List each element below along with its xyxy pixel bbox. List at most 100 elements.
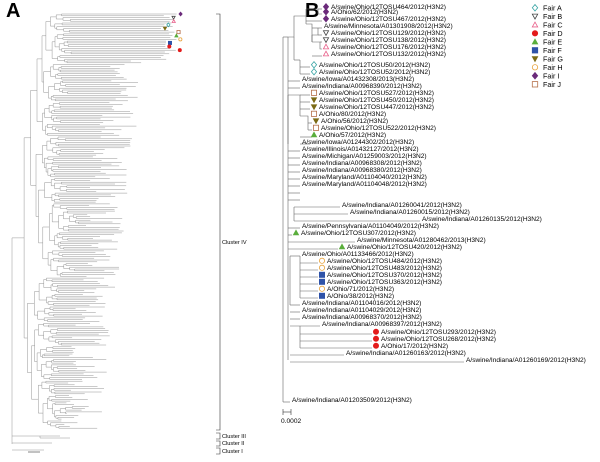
tip-label-32: A/swine/Minnesota/A01280462/2013(H3N2): [357, 237, 486, 244]
tip-marker-46: [372, 335, 379, 342]
tip-label-41: A/swine/Indiana/A01104016/2012(H3N2): [302, 300, 421, 307]
tip-22: A/swine/Michigan/A01259003/2012(H3N2): [302, 153, 427, 160]
tip-49: A/swine/Indiana/A01260169/2012(H3N2): [466, 357, 586, 364]
cluster-label-i: Cluster I: [222, 449, 243, 455]
tip-marker-18: [312, 124, 319, 131]
legend-label-3: Fair C: [543, 21, 563, 30]
tip-13: A/swine/Ohio/12TOSU527/2012(H3N2): [310, 89, 434, 97]
tip-label-42: A/swine/Indiana/A01104029/2012(H3N2): [302, 307, 421, 314]
legend-item-6: Fair F: [531, 46, 562, 55]
tip-31: A/swine/Ohio/12TOSU307/2012(H3N2): [292, 229, 416, 237]
tip-marker-2: [322, 8, 330, 16]
tip-label-6: A/swine/Ohio/12TOSU138/2012(H3N2): [331, 37, 446, 44]
tip-label-46: A/swine/Ohio/12TOSU268/2012(H3N2): [381, 336, 496, 343]
tip-32: A/swine/Minnesota/A01280462/2013(H3N2): [357, 237, 486, 244]
tip-14: A/swine/Ohio/12TOSU450/2012(H3N2): [310, 97, 434, 104]
legend-label-10: Fair J: [543, 80, 561, 89]
tip-label-27: A/swine/Indiana/A01260041/2012(H3N2): [342, 202, 462, 209]
detail-tree: [282, 8, 464, 403]
tip-label-15: A/swine/Ohio/12TOSU447/2012(H3N2): [319, 104, 434, 111]
tip-3: A/swine/Ohio/12TOSU467/2012(H3N2): [322, 15, 446, 23]
scale-bar-b: [282, 409, 292, 415]
tip-37: A/swine/Ohio/12TOSU370/2012(H3N2): [318, 271, 442, 279]
tip-50: A/swine/Indiana/A01203509/2012(H3N2): [292, 397, 412, 404]
legend-item-5: Fair E: [531, 38, 562, 47]
tip-label-18: A/swine/Ohio/12TOSU522/2012(H3N2): [321, 125, 436, 132]
cluster-bracket-i: [216, 447, 221, 455]
tip-20: A/swine/Iowa/A01244302/2012(H3N2): [302, 139, 414, 146]
tip-4: A/swine/Minnesota/A01301908/2012(H3N2): [324, 23, 453, 30]
cluster-bracket-iii: [216, 432, 221, 440]
legend-label-9: Fair I: [543, 72, 559, 81]
overview-marker-5: [162, 26, 168, 31]
tip-40: A/Ohio/38/2012(H3N2): [318, 292, 394, 300]
tip-marker-36: [318, 264, 325, 271]
tip-9: A/swine/Ohio/12TOSU50/2012(H3N2): [310, 61, 430, 69]
tip-marker-6: [322, 37, 330, 44]
legend-label-2: Fair B: [543, 12, 562, 21]
tip-48: A/swine/Indiana/A01260163/2012(H3N2): [346, 350, 466, 357]
tip-label-17: A/Ohio/56/2012(H3N2): [321, 118, 388, 125]
tip-label-38: A/swine/Ohio/12TOSU363/2012(H3N2): [327, 279, 442, 286]
overview-marker-3: [171, 18, 177, 23]
overview-marker-9: [167, 40, 172, 45]
panel-label-b: B: [305, 0, 320, 22]
tip-43: A/swine/Indiana/A00968370/2012(H3N2): [302, 314, 422, 321]
legend-marker-1: [531, 3, 539, 12]
tip-23: A/swine/Indiana/A00968308/2012(H3N2): [302, 160, 422, 167]
tip-label-30: A/swine/Pennsylvania/A01104049/2012(H3N2…: [302, 223, 439, 230]
tip-label-47: A/Ohio/17/2012(H3N2): [381, 343, 448, 350]
tip-label-21: A/swine/Illinois/A01432127/2012(H3N2): [302, 146, 419, 153]
legend-item-10: Fair J: [531, 80, 561, 89]
tip-marker-8: [322, 50, 330, 57]
tip-label-40: A/Ohio/38/2012(H3N2): [327, 293, 394, 300]
legend-item-4: Fair D: [531, 29, 563, 38]
tip-label-16: A/Ohio/80/2012(H3N2): [319, 111, 386, 118]
overview-marker-7: [174, 33, 179, 38]
legend-label-6: Fair F: [543, 46, 562, 55]
tip-21: A/swine/Illinois/A01432127/2012(H3N2): [302, 146, 419, 153]
tip-label-35: A/swine/Ohio/12TOSU484/2012(H3N2): [327, 258, 442, 265]
scale-bar-b-label: 0.0002: [281, 418, 302, 425]
tip-label-39: A/Ohio/71/2012(H3N2): [327, 286, 394, 293]
overview-marker-1: [178, 11, 183, 17]
tip-18: A/swine/Ohio/12TOSU522/2012(H3N2): [312, 124, 436, 132]
overview-marker-11: [177, 48, 182, 53]
tip-label-3: A/swine/Ohio/12TOSU467/2012(H3N2): [331, 16, 446, 23]
tip-15: A/swine/Ohio/12TOSU447/2012(H3N2): [310, 104, 434, 111]
tip-label-33: A/swine/Ohio/12TOSU420/2012(H3N2): [347, 244, 462, 251]
overview-tree: [11, 13, 177, 451]
tip-42: A/swine/Indiana/A01104029/2012(H3N2): [302, 307, 421, 314]
tip-38: A/swine/Ohio/12TOSU363/2012(H3N2): [318, 278, 442, 286]
tip-label-13: A/swine/Ohio/12TOSU527/2012(H3N2): [319, 90, 434, 97]
legend-marker-8: [531, 64, 539, 71]
tip-marker-33: [338, 243, 346, 250]
tip-marker-47: [372, 342, 379, 349]
tip-label-36: A/swine/Ohio/12TOSU483/2012(H3N2): [327, 265, 442, 272]
legend-label-4: Fair D: [543, 29, 563, 38]
cluster-bracket-ii: [216, 440, 221, 447]
tip-marker-3: [322, 15, 330, 23]
tip-label-19: A/Ohio/57/2012(H3N2): [319, 132, 386, 139]
tip-label-10: A/swine/Ohio/12TOSU52/2012(H3N2): [319, 69, 430, 76]
tip-7: A/swine/Ohio/12TOSU176/2012(H3N2): [322, 43, 446, 51]
legend-marker-4: [531, 30, 539, 37]
tip-44: A/swine/Indiana/A00968397/2012(H3N2): [322, 321, 442, 328]
tip-29: A/swine/Indiana/A01260135/2012(H3N2): [422, 216, 542, 223]
tip-label-4: A/swine/Minnesota/A01301908/2012(H3N2): [324, 23, 453, 30]
tip-marker-45: [372, 328, 379, 335]
legend-item-8: Fair H: [531, 63, 563, 72]
legend-item-3: Fair C: [531, 21, 563, 30]
tip-marker-19: [310, 131, 318, 138]
detail-tree-tips: A/swine/Ohio/12TOSU464/2012(H3N2)A/Ohio/…: [292, 3, 586, 404]
legend-item-9: Fair I: [531, 72, 559, 81]
overview-marker-8: [178, 37, 183, 42]
tip-25: A/swine/Maryland/A01104040/2012(H3N2): [302, 174, 427, 181]
legend-marker-7: [531, 56, 539, 63]
legend-item-1: Fair A: [531, 3, 562, 13]
tip-34: A/swine/Ohio/A01133466/2012(H3N2): [302, 251, 414, 258]
tip-marker-39: [318, 285, 325, 292]
tip-label-43: A/swine/Indiana/A00968370/2012(H3N2): [302, 314, 422, 321]
tip-label-48: A/swine/Indiana/A01260163/2012(H3N2): [346, 350, 466, 357]
tip-marker-10: [310, 68, 318, 76]
